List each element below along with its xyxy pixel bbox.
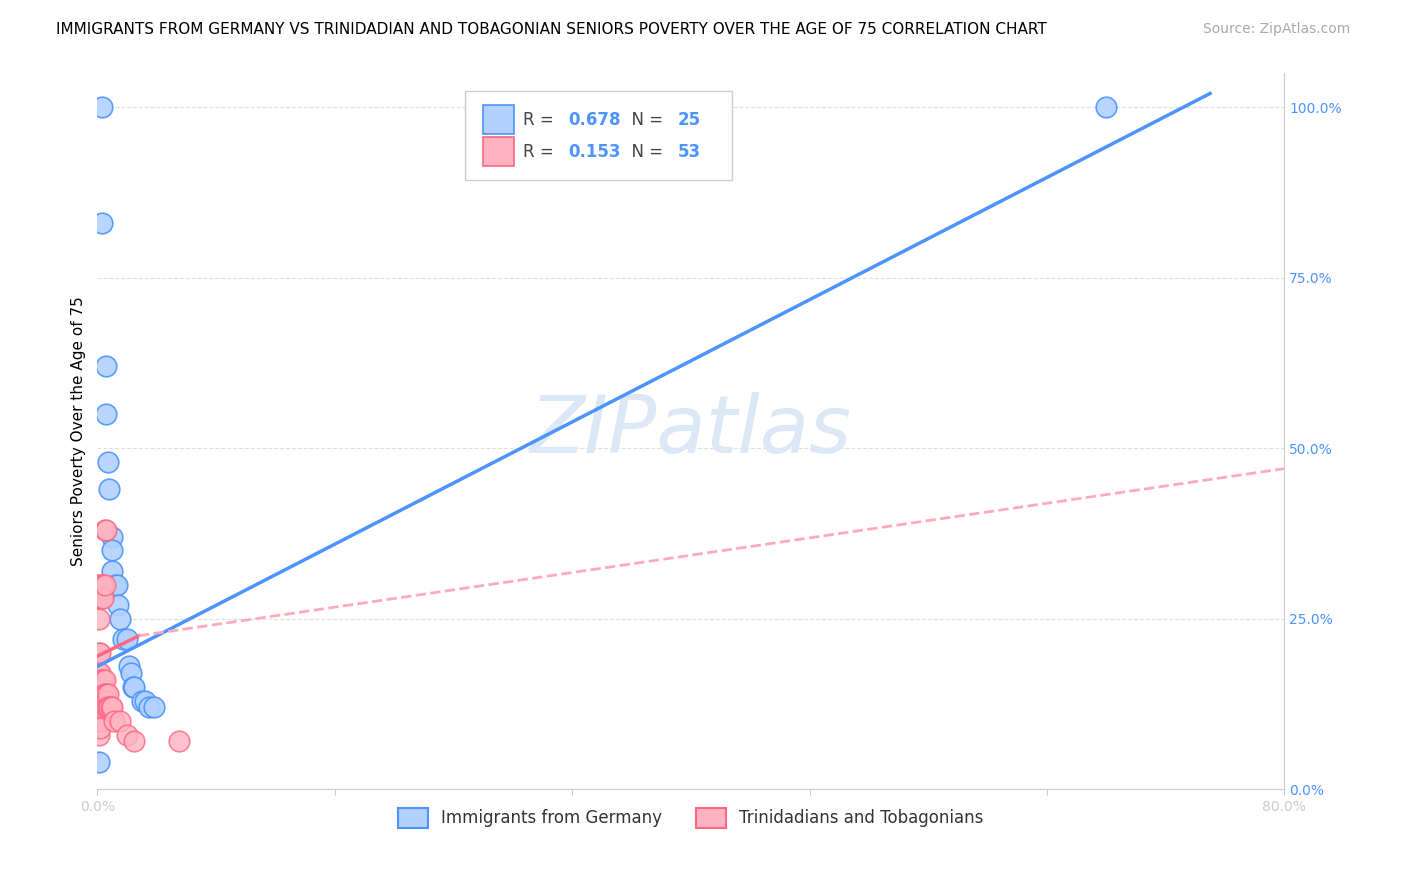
Point [87, 680, 110, 694]
Point [86, 577, 108, 591]
Point [122, 680, 145, 694]
Point [87, 687, 110, 701]
Point [115, 728, 138, 742]
Point [97, 700, 120, 714]
Y-axis label: Seniors Poverty Over the Age of 75: Seniors Poverty Over the Age of 75 [72, 296, 86, 566]
Point [87, 577, 110, 591]
Point [101, 543, 124, 558]
Point [98, 482, 121, 496]
Point [107, 598, 129, 612]
Point [90, 673, 112, 687]
Point [91, 687, 114, 701]
Point [89, 707, 111, 722]
Point [89, 721, 111, 735]
Text: N =: N = [621, 111, 668, 128]
Point [111, 632, 134, 647]
Point [89, 646, 111, 660]
Point [90, 216, 112, 230]
Point [1095, 100, 1118, 114]
Point [131, 693, 153, 707]
Point [124, 680, 146, 694]
Point [96, 687, 118, 701]
Text: 0.153: 0.153 [568, 143, 621, 161]
Text: R =: R = [523, 111, 560, 128]
Point [87, 700, 110, 714]
Point [124, 734, 146, 748]
Point [138, 700, 160, 714]
Point [117, 659, 139, 673]
Legend: Immigrants from Germany, Trinidadians and Tobagonians: Immigrants from Germany, Trinidadians an… [391, 801, 990, 835]
Point [89, 714, 111, 728]
Point [86, 591, 108, 606]
Point [90, 100, 112, 114]
Point [90, 591, 112, 606]
Point [96, 700, 118, 714]
Point [121, 666, 143, 681]
Point [115, 632, 138, 647]
Point [91, 693, 114, 707]
Text: R =: R = [523, 143, 560, 161]
Point [100, 700, 122, 714]
Point [96, 407, 118, 421]
Point [97, 687, 120, 701]
Point [108, 714, 131, 728]
Point [87, 693, 110, 707]
Point [91, 591, 114, 606]
FancyBboxPatch shape [484, 105, 515, 134]
Text: N =: N = [621, 143, 668, 161]
Point [101, 564, 124, 578]
Point [101, 700, 124, 714]
Text: ZIPatlas: ZIPatlas [530, 392, 852, 470]
Point [90, 693, 112, 707]
Point [91, 577, 114, 591]
Point [98, 700, 121, 714]
Text: 53: 53 [678, 143, 702, 161]
Point [96, 693, 118, 707]
Text: IMMIGRANTS FROM GERMANY VS TRINIDADIAN AND TOBAGONIAN SENIORS POVERTY OVER THE A: IMMIGRANTS FROM GERMANY VS TRINIDADIAN A… [56, 22, 1047, 37]
Point [142, 700, 165, 714]
FancyBboxPatch shape [484, 137, 515, 166]
Point [90, 577, 112, 591]
Point [94, 673, 117, 687]
Point [96, 523, 118, 537]
Point [87, 612, 110, 626]
Point [89, 673, 111, 687]
Point [94, 687, 117, 701]
Text: 25: 25 [678, 111, 702, 128]
Text: Source: ZipAtlas.com: Source: ZipAtlas.com [1202, 22, 1350, 37]
Point [87, 666, 110, 681]
Point [101, 530, 124, 544]
Point [94, 523, 117, 537]
Point [90, 687, 112, 701]
Point [134, 693, 156, 707]
Point [96, 359, 118, 374]
Point [89, 693, 111, 707]
Point [87, 646, 110, 660]
Point [108, 612, 131, 626]
Point [90, 700, 112, 714]
Point [91, 673, 114, 687]
Point [103, 714, 125, 728]
Point [87, 728, 110, 742]
Point [87, 755, 110, 769]
Point [89, 687, 111, 701]
Point [94, 577, 117, 591]
Point [89, 680, 111, 694]
Point [89, 700, 111, 714]
FancyBboxPatch shape [465, 91, 733, 180]
Point [167, 734, 190, 748]
Text: 0.678: 0.678 [568, 111, 621, 128]
Point [87, 714, 110, 728]
Point [104, 577, 127, 591]
Point [105, 577, 128, 591]
Point [90, 680, 112, 694]
Point [87, 591, 110, 606]
Point [97, 455, 120, 469]
Point [89, 666, 111, 681]
